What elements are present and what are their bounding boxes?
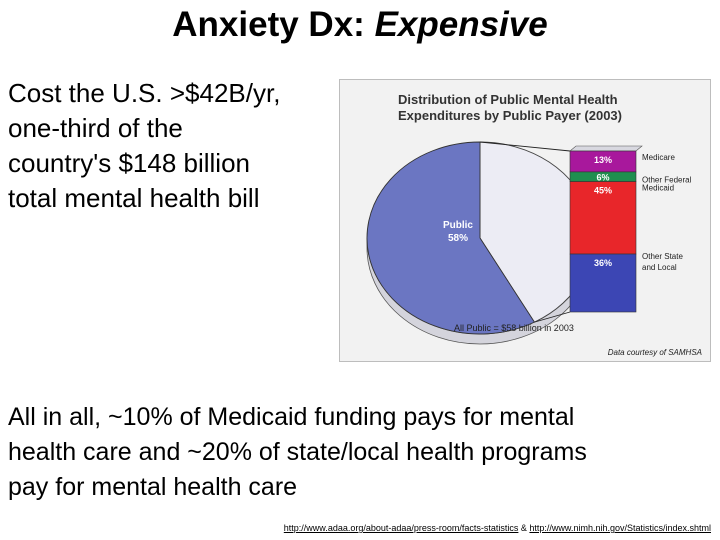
intro-line: Cost the U.S. >$42B/yr, xyxy=(8,78,281,108)
bar-segment-label: Other State xyxy=(642,252,683,261)
pie-slice-public xyxy=(366,141,536,335)
chart-credit: Data courtesy of SAMHSA xyxy=(608,348,702,357)
bar-segment-value: 45% xyxy=(594,186,612,196)
intro-line: total mental health bill xyxy=(8,183,260,213)
summary-line: All in all, ~10% of Medicaid funding pay… xyxy=(8,403,575,431)
pie-value-public: 58% xyxy=(448,233,468,244)
chart-title-line: Expenditures by Public Payer (2003) xyxy=(398,108,622,123)
chart-total-note: All Public = $58 billion in 2003 xyxy=(454,323,574,333)
sources: http://www.adaa.org/about-adaa/press-roo… xyxy=(284,522,711,534)
expenditure-chart: Distribution of Public Mental Health Expe… xyxy=(339,79,711,362)
connector-line-bottom xyxy=(534,311,571,323)
slide-title: Anxiety Dx: Expensive xyxy=(0,2,720,48)
bar-segment-label: Medicare xyxy=(642,153,675,162)
slide-title-main: Anxiety Dx: xyxy=(172,5,375,44)
chart-title-line: Distribution of Public Mental Health xyxy=(398,92,618,107)
source-link-nimh[interactable]: http://www.nimh.nih.gov/Statistics/index… xyxy=(529,523,711,533)
bar-segment-label: Other Federal xyxy=(642,175,692,184)
slide-title-emphasis: Expensive xyxy=(374,5,548,44)
intro-text: Cost the U.S. >$42B/yr, one-third of the… xyxy=(8,76,333,216)
pie-label-public: Public xyxy=(443,220,473,231)
expenditure-chart-svg: Distribution of Public Mental HealthExpe… xyxy=(366,92,702,357)
summary-text: All in all, ~10% of Medicaid funding pay… xyxy=(8,400,714,505)
bar-segment-label: Medicaid xyxy=(642,184,674,193)
intro-line: country's $148 billion xyxy=(8,148,250,178)
bar-segment-value: 36% xyxy=(594,258,612,268)
bar-segment xyxy=(569,253,637,313)
source-separator: & xyxy=(518,523,530,533)
bar-segment-value: 13% xyxy=(594,155,612,165)
summary-line: health care and ~20% of state/local heal… xyxy=(8,438,587,466)
intro-line: one-third of the xyxy=(8,113,183,143)
connector-line-top xyxy=(479,141,571,152)
bar-top-face xyxy=(569,145,643,152)
bar-segment xyxy=(569,181,637,255)
summary-line: pay for mental health care xyxy=(8,473,298,501)
bar-segment-value: 6% xyxy=(596,172,609,182)
bar-segment-label: and Local xyxy=(642,263,677,272)
source-link-adaa[interactable]: http://www.adaa.org/about-adaa/press-roo… xyxy=(283,523,519,533)
